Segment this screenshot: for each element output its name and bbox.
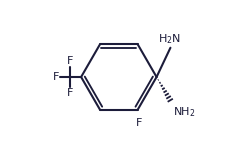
Text: F: F <box>67 56 73 66</box>
Text: F: F <box>136 118 142 128</box>
Text: F: F <box>67 88 73 98</box>
Text: F: F <box>53 72 59 82</box>
Text: H$_2$N: H$_2$N <box>158 32 181 46</box>
Text: NH$_2$: NH$_2$ <box>173 105 195 119</box>
